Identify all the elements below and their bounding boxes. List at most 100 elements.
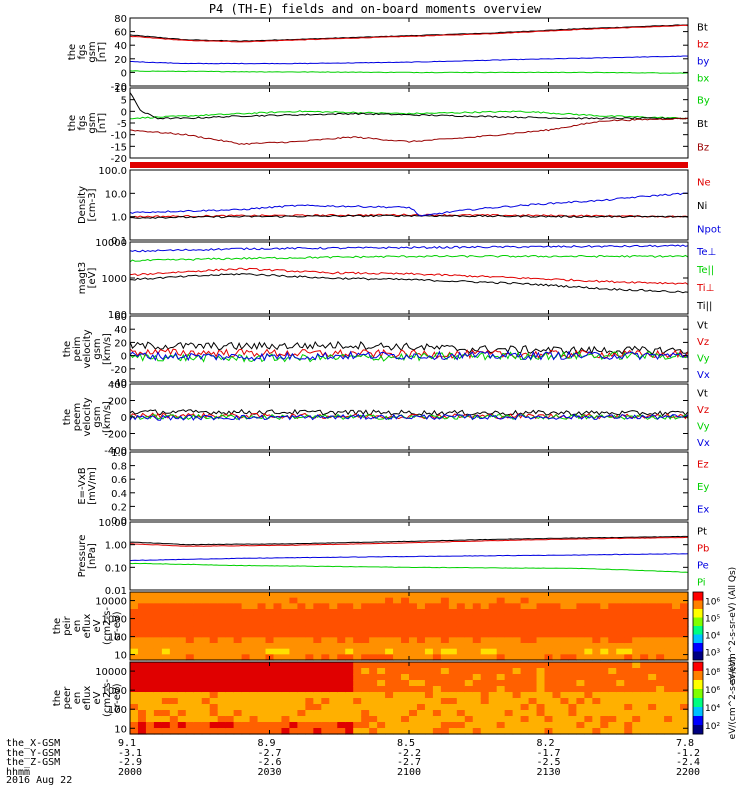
spectrogram-cell bbox=[233, 728, 243, 735]
spectrogram-cell bbox=[393, 674, 402, 681]
spectrogram-cell bbox=[305, 643, 314, 650]
spectrogram-cell bbox=[608, 728, 617, 735]
legend-entry: Pi bbox=[697, 578, 706, 589]
spectrogram-cell bbox=[281, 674, 291, 681]
spectrogram-cell bbox=[512, 614, 522, 621]
spectrogram-cell bbox=[680, 643, 689, 650]
spectrogram-cell bbox=[624, 716, 633, 723]
spectrogram-cell bbox=[241, 609, 251, 616]
spectrogram-cell bbox=[137, 592, 147, 599]
spectrogram-cell bbox=[209, 728, 219, 735]
spectrogram-cell bbox=[576, 614, 585, 621]
spectrogram-cell bbox=[472, 668, 482, 675]
spectrogram-cell bbox=[632, 662, 641, 669]
spectrogram-cell bbox=[177, 626, 187, 633]
spectrogram-cell bbox=[560, 674, 570, 681]
spectrogram-cell bbox=[153, 648, 163, 655]
spectrogram-cell bbox=[680, 626, 689, 633]
spectrogram-cell bbox=[528, 631, 538, 638]
spectrogram-cell bbox=[137, 614, 147, 621]
spectrogram-cell bbox=[568, 603, 577, 610]
spectrogram-cell bbox=[393, 686, 402, 693]
spectrogram-cell bbox=[401, 704, 410, 711]
spectrogram-cell bbox=[544, 668, 554, 675]
spectrogram-cell bbox=[201, 643, 211, 650]
ephemeris-value: 2130 bbox=[536, 766, 561, 778]
spectrogram-cell bbox=[305, 662, 314, 669]
spectrogram-cell bbox=[648, 668, 657, 675]
spectrogram-cell bbox=[592, 692, 601, 699]
spectrogram-cell bbox=[273, 722, 283, 729]
spectrogram-cell bbox=[201, 722, 211, 729]
spectrogram-cell bbox=[185, 603, 195, 610]
spectrogram-cell bbox=[225, 609, 235, 616]
colorbar-tick-label: 10⁴ bbox=[705, 632, 720, 642]
y-tick-label: 0.2 bbox=[111, 502, 127, 513]
spectrogram-cell bbox=[321, 710, 330, 717]
spectrogram-cell bbox=[401, 662, 410, 669]
spectrogram-cell bbox=[440, 614, 450, 621]
spectrogram-cell bbox=[440, 668, 450, 675]
spectrogram-cell bbox=[257, 680, 267, 687]
spectrogram-cell bbox=[241, 643, 251, 650]
spectrogram-cell bbox=[496, 680, 506, 687]
spectrogram-cell bbox=[416, 637, 426, 644]
spectrogram-cell bbox=[504, 643, 514, 650]
spectrogram-cell bbox=[377, 603, 386, 610]
spectrogram-cell bbox=[536, 643, 546, 650]
spectrogram-cell bbox=[257, 603, 267, 610]
spectrogram-cell bbox=[464, 603, 474, 610]
series-Vt-line bbox=[129, 408, 689, 417]
spectrogram-cell bbox=[496, 643, 506, 650]
spectrogram-cell bbox=[528, 728, 538, 735]
spectrogram-cell bbox=[600, 722, 609, 729]
spectrogram-cell bbox=[257, 620, 267, 627]
spectrogram-cell bbox=[345, 692, 354, 699]
y-axis-label: Density bbox=[77, 186, 88, 224]
spectrogram-cell bbox=[664, 654, 673, 661]
y-axis-label: peir bbox=[62, 615, 73, 635]
spectrogram-cell bbox=[512, 668, 522, 675]
y-axis-label: [km/s] bbox=[102, 401, 113, 433]
series-Npot-line bbox=[129, 192, 689, 217]
spectrogram-cell bbox=[440, 686, 450, 693]
spectrogram-cell bbox=[520, 704, 530, 711]
spectrogram-cell bbox=[664, 728, 673, 735]
spectrogram-cell bbox=[648, 698, 657, 705]
spectrogram-cell bbox=[560, 654, 570, 661]
spectrogram-cell bbox=[337, 686, 346, 693]
spectrogram-cell bbox=[504, 620, 514, 627]
spectrogram-cell bbox=[249, 686, 259, 693]
spectrogram-cell bbox=[177, 614, 187, 621]
spectrogram-cell bbox=[145, 692, 155, 699]
spectrogram-cell bbox=[209, 614, 219, 621]
colorbar-segment bbox=[693, 634, 703, 644]
spectrogram-cell bbox=[233, 614, 243, 621]
spectrogram-cell bbox=[416, 603, 426, 610]
spectrogram-cell bbox=[592, 609, 601, 616]
spectrogram-cell bbox=[424, 631, 434, 638]
y-tick-label: 100 bbox=[108, 310, 127, 321]
spectrogram-cell bbox=[504, 614, 514, 621]
legend-entry: Vx bbox=[697, 438, 710, 449]
spectrogram-cell bbox=[369, 631, 378, 638]
spectrogram-cell bbox=[177, 597, 187, 604]
spectrogram-cell bbox=[145, 704, 155, 711]
spectrogram-cell bbox=[217, 668, 227, 675]
spectrogram-cell bbox=[193, 668, 203, 675]
spectrogram-cell bbox=[680, 698, 689, 705]
spectrogram-cell bbox=[393, 597, 402, 604]
spectrogram-cell bbox=[249, 704, 259, 711]
spectrogram-cell bbox=[265, 626, 275, 633]
spectrogram-cell bbox=[305, 698, 314, 705]
spectrogram-cell bbox=[401, 692, 410, 699]
spectrogram-cell bbox=[480, 662, 490, 669]
spectrogram-cell bbox=[393, 620, 402, 627]
series-Vx-line bbox=[129, 413, 689, 421]
spectrogram-cell bbox=[648, 662, 657, 669]
y-axis-label: peim bbox=[72, 336, 83, 361]
legend-entry: Vt bbox=[697, 320, 708, 331]
ephemeris-value: 8.2 bbox=[536, 738, 555, 749]
spectrogram-cell bbox=[600, 710, 609, 717]
spectrogram-cell bbox=[273, 674, 283, 681]
